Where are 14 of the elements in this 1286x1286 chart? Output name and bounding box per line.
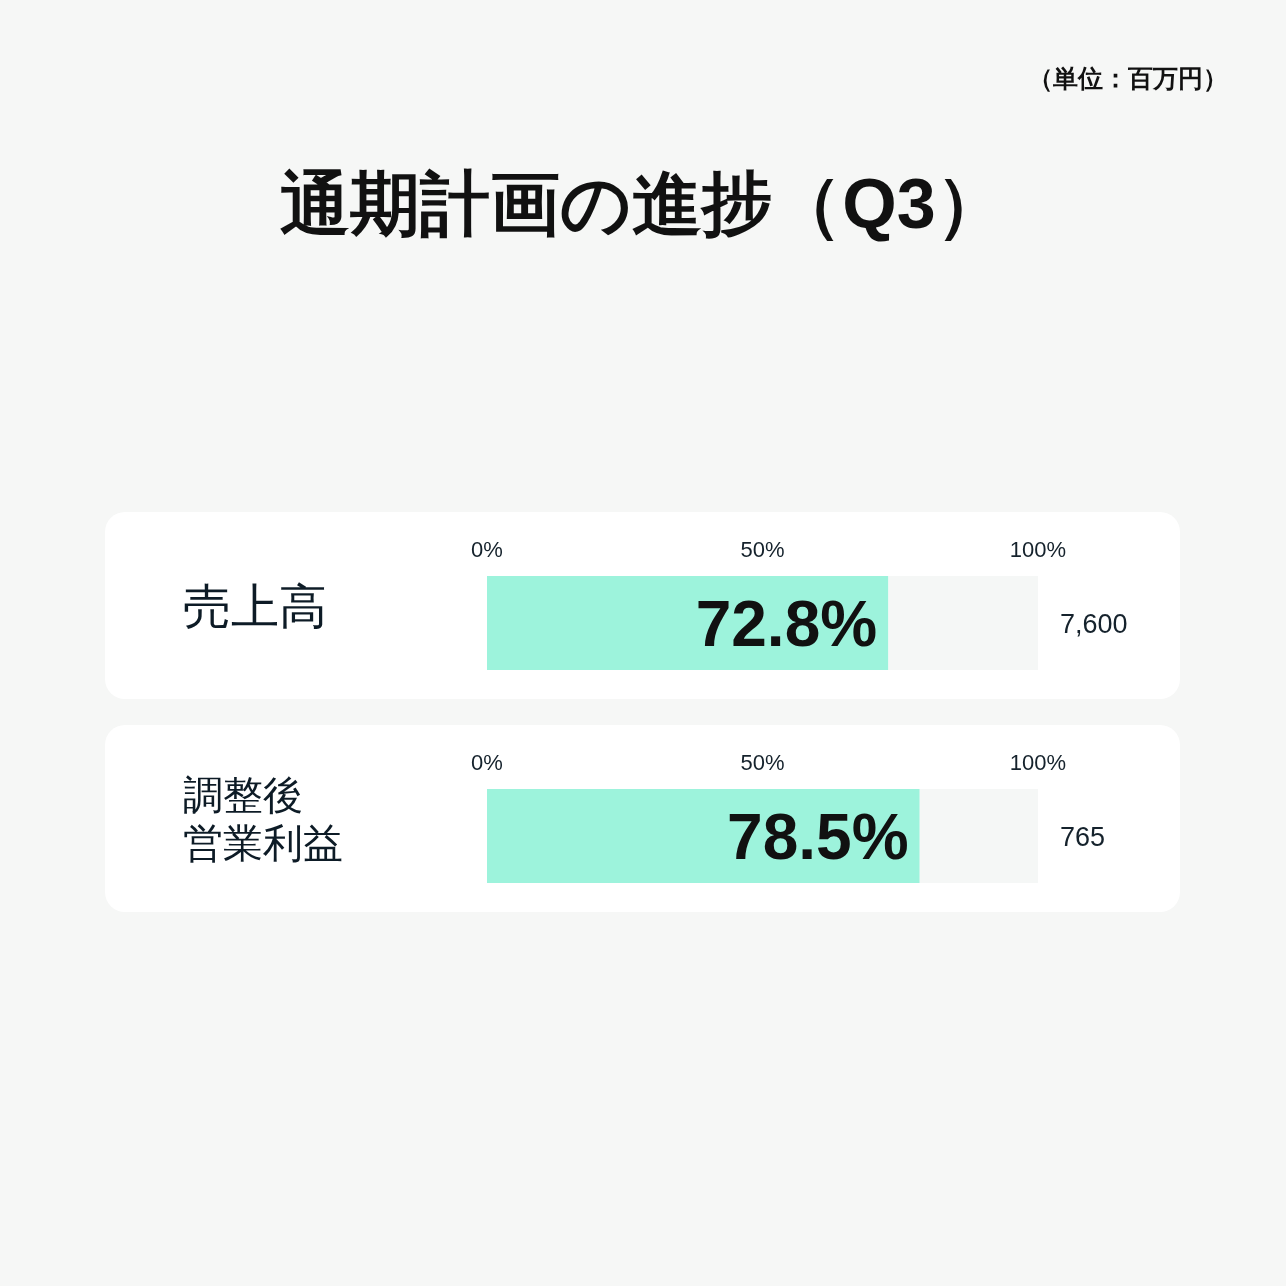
tick-label: 0%	[471, 537, 503, 562]
title: 通期計画の進捗（Q3）	[280, 165, 1006, 243]
tick-label: 50%	[740, 537, 785, 562]
category-label: 調整後営業利益	[183, 772, 343, 866]
annotation: 765	[1060, 822, 1106, 852]
category-label: 売上高	[183, 579, 327, 633]
annotation: （単位：百万円）	[1028, 64, 1228, 92]
data-label: 78.5%	[727, 801, 909, 873]
annotation: 7,600	[1060, 609, 1128, 639]
tick-label: 50%	[740, 750, 785, 775]
tick-label: 100%	[1009, 537, 1067, 562]
data-label: 72.8%	[695, 588, 878, 660]
tick-label: 100%	[1009, 750, 1067, 775]
tick-label: 0%	[471, 750, 503, 775]
